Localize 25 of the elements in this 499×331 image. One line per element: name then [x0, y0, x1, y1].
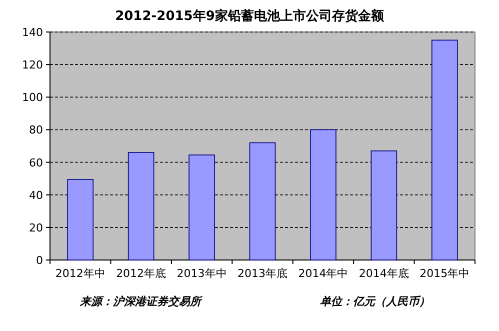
- bar: [188, 154, 215, 260]
- bar: [370, 150, 398, 260]
- x-tick-label: 2014年中: [298, 267, 348, 280]
- x-tick-label: 2012年中: [55, 267, 106, 280]
- y-tick-label: 60: [29, 156, 43, 170]
- source-note: 来源：沪深港证券交易所: [79, 295, 203, 308]
- bar: [128, 152, 154, 260]
- chart-title: 2012-2015年9家铅蓄电池上市公司存货金额: [115, 8, 385, 24]
- x-tick-label: 2014年底: [358, 267, 409, 280]
- x-tick-label: 2013年底: [238, 267, 288, 280]
- text: 单位：亿元（人民币）: [320, 295, 430, 308]
- y-tick-label: 120: [22, 58, 43, 72]
- y-tick-label: 140: [22, 26, 43, 39]
- bar: [249, 142, 276, 260]
- y-tick-label: 0: [36, 254, 43, 267]
- y-tick-label: 40: [29, 188, 43, 202]
- x-tick-label: 2013年中: [176, 267, 227, 280]
- x-tick-label: 2015年中: [420, 267, 470, 280]
- x-tick-label: 2012年底: [116, 267, 166, 280]
- y-tick-label: 20: [29, 221, 43, 234]
- y-tick-label: 100: [22, 91, 43, 104]
- bar: [67, 178, 94, 260]
- bar: [431, 40, 458, 260]
- y-tick-label: 80: [29, 124, 43, 137]
- bar: [310, 129, 336, 260]
